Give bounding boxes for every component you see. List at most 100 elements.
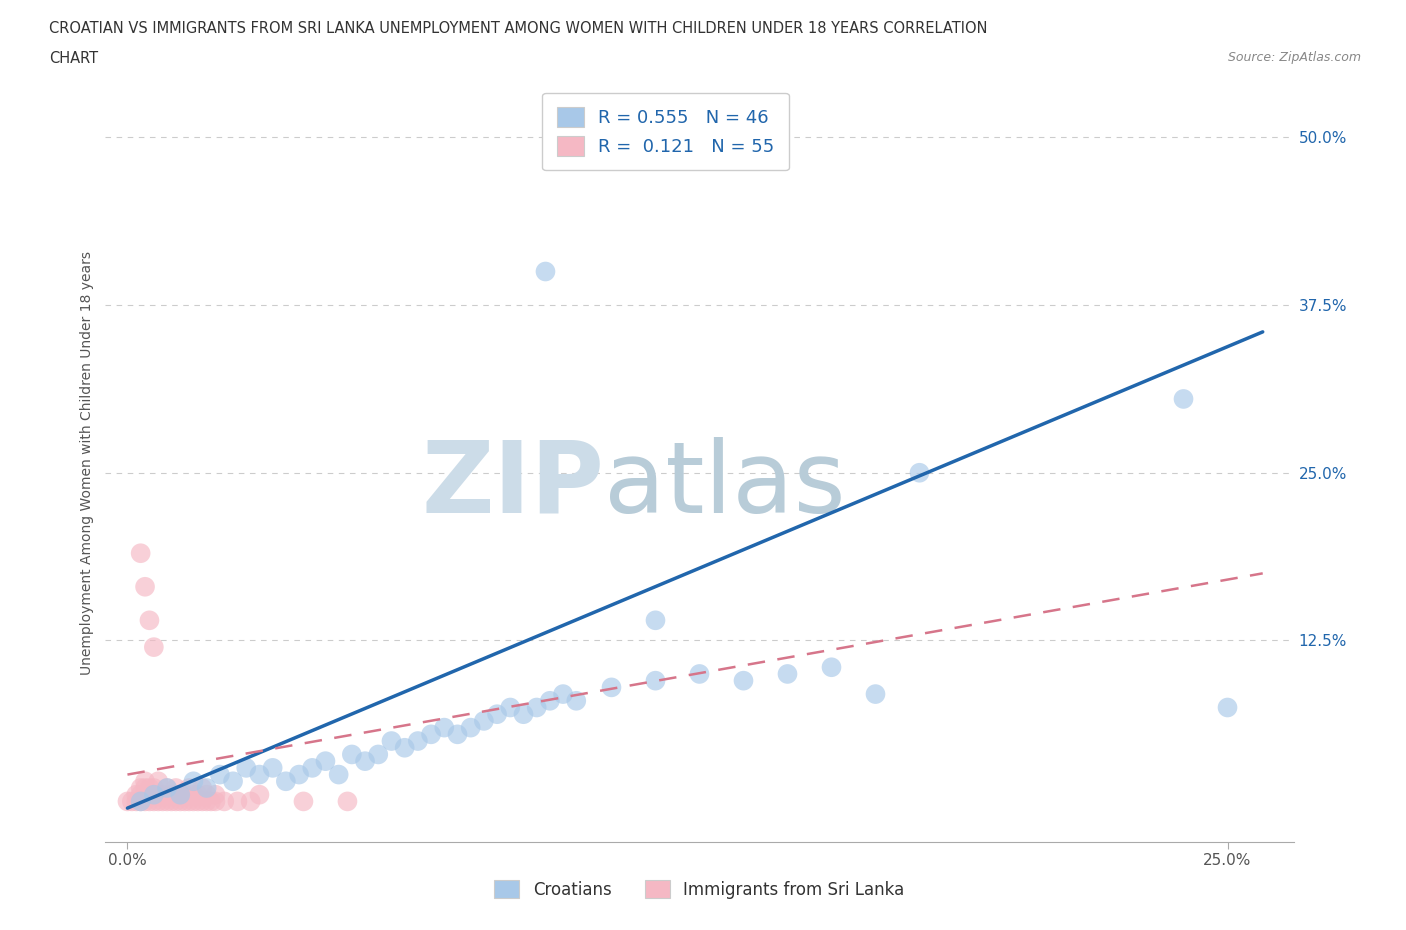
Point [526,700,548,715]
Point [214,794,236,809]
Point [169,788,191,803]
Point [865,686,887,701]
Point [187,788,209,803]
Text: Source: ZipAtlas.com: Source: ZipAtlas.com [1227,51,1361,64]
Point [183,788,205,803]
Point [195,780,218,795]
Point [644,613,666,628]
Point [249,767,271,782]
Point [367,747,389,762]
Point [156,780,179,795]
Point [394,740,416,755]
Point [204,788,226,803]
Point [142,794,165,809]
Point [292,794,315,809]
Point [138,780,160,795]
Point [204,794,226,809]
Point [169,794,191,809]
Point [512,707,534,722]
Point [472,713,495,728]
Point [165,780,187,795]
Point [328,767,350,782]
Point [148,774,170,789]
Point [274,774,297,789]
Point [134,794,156,809]
Y-axis label: Unemployment Among Women with Children Under 18 years: Unemployment Among Women with Children U… [80,251,94,674]
Point [733,673,755,688]
Point [262,761,284,776]
Point [138,794,160,809]
Point [191,794,214,809]
Text: atlas: atlas [605,437,846,534]
Point [187,794,209,809]
Point [138,788,160,803]
Point [446,727,468,742]
Point [129,780,152,795]
Point [1173,392,1195,406]
Point [538,694,561,709]
Point [406,734,429,749]
Point [420,727,443,742]
Point [142,788,165,803]
Point [288,767,311,782]
Point [460,720,482,735]
Point [160,788,183,803]
Point [156,794,179,809]
Point [134,774,156,789]
Point [177,780,200,795]
Point [314,753,336,768]
Point [142,788,165,803]
Point [121,794,143,809]
Point [173,794,195,809]
Point [565,694,588,709]
Point [134,780,156,795]
Point [117,794,139,809]
Point [173,788,195,803]
Point [486,707,509,722]
Point [152,788,174,803]
Point [129,794,152,809]
Point [165,794,187,809]
Point [148,794,170,809]
Point [644,673,666,688]
Point [226,794,249,809]
Point [177,794,200,809]
Point [908,465,931,480]
Point [336,794,359,809]
Point [820,659,842,674]
Point [688,667,710,682]
Point [195,788,218,803]
Point [301,761,323,776]
Text: CROATIAN VS IMMIGRANTS FROM SRI LANKA UNEMPLOYMENT AMONG WOMEN WITH CHILDREN UND: CROATIAN VS IMMIGRANTS FROM SRI LANKA UN… [49,21,987,36]
Point [380,734,402,749]
Point [776,667,799,682]
Point [134,579,156,594]
Point [156,780,179,795]
Point [195,794,218,809]
Point [183,794,205,809]
Point [235,761,257,776]
Point [142,640,165,655]
Point [1216,700,1239,715]
Point [249,788,271,803]
Point [551,686,574,701]
Point [222,774,245,789]
Point [600,680,623,695]
Point [208,767,231,782]
Point [134,788,156,803]
Point [129,788,152,803]
Point [129,794,152,809]
Legend: Croatians, Immigrants from Sri Lanka: Croatians, Immigrants from Sri Lanka [488,873,911,905]
Point [183,774,205,789]
Point [433,720,456,735]
Point [200,794,222,809]
Text: CHART: CHART [49,51,98,66]
Point [534,264,557,279]
Point [138,613,160,628]
Point [129,546,152,561]
Point [125,788,148,803]
Point [160,794,183,809]
Text: ZIP: ZIP [422,437,605,534]
Point [239,794,262,809]
Point [152,794,174,809]
